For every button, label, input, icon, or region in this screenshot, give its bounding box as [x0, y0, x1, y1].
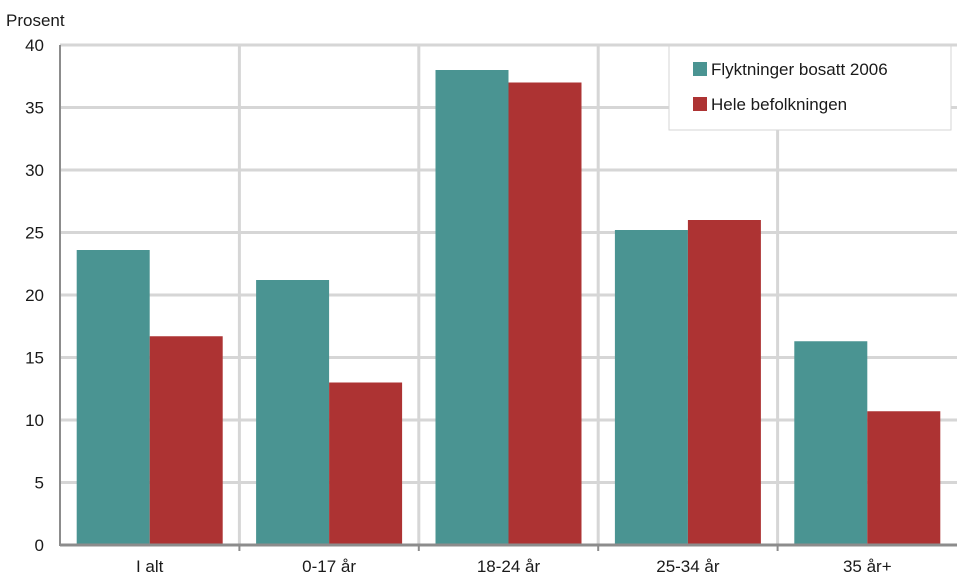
y-axis-label: Prosent	[6, 11, 65, 30]
y-tick-label: 15	[25, 349, 44, 368]
bars	[76, 70, 941, 545]
legend-label: Flyktninger bosatt 2006	[711, 60, 888, 79]
y-tick-label: 25	[25, 224, 44, 243]
bar-hele-befolkningen	[867, 411, 941, 545]
x-tick-label: 0-17 år	[302, 557, 356, 576]
bar-hele-befolkningen	[687, 220, 761, 545]
bar-hele-befolkningen	[149, 336, 223, 545]
bar-flyktninger	[76, 250, 150, 545]
axes: 0 5 10 15 20 25 30 35 40 I alt 0-17 år 18-24 år 25-3…	[25, 36, 957, 576]
x-tick-label: 18-24 år	[477, 557, 541, 576]
legend: Flyktninger bosatt 2006 Hele befolkningen	[668, 45, 952, 131]
bar-flyktninger	[794, 341, 868, 545]
bar-hele-befolkningen	[508, 82, 582, 545]
y-tick-label: 10	[25, 411, 44, 430]
x-tick-label: 25-34 år	[656, 557, 720, 576]
y-tick-label: 35	[25, 99, 44, 118]
bar-hele-befolkningen	[329, 382, 403, 545]
x-tick-label: 35 år+	[843, 557, 892, 576]
bar-flyktninger	[614, 230, 688, 545]
y-tick-label: 40	[25, 36, 44, 55]
y-tick-label: 30	[25, 161, 44, 180]
bar-flyktninger	[435, 70, 509, 545]
x-tick-label: I alt	[136, 557, 164, 576]
legend-label: Hele befolkningen	[711, 95, 847, 114]
legend-swatch	[693, 62, 707, 76]
y-tick-label: 5	[35, 474, 44, 493]
bar-flyktninger	[256, 280, 330, 545]
legend-box	[668, 45, 952, 131]
y-tick-label: 20	[25, 286, 44, 305]
legend-swatch	[693, 97, 707, 111]
y-tick-label: 0	[35, 536, 44, 555]
